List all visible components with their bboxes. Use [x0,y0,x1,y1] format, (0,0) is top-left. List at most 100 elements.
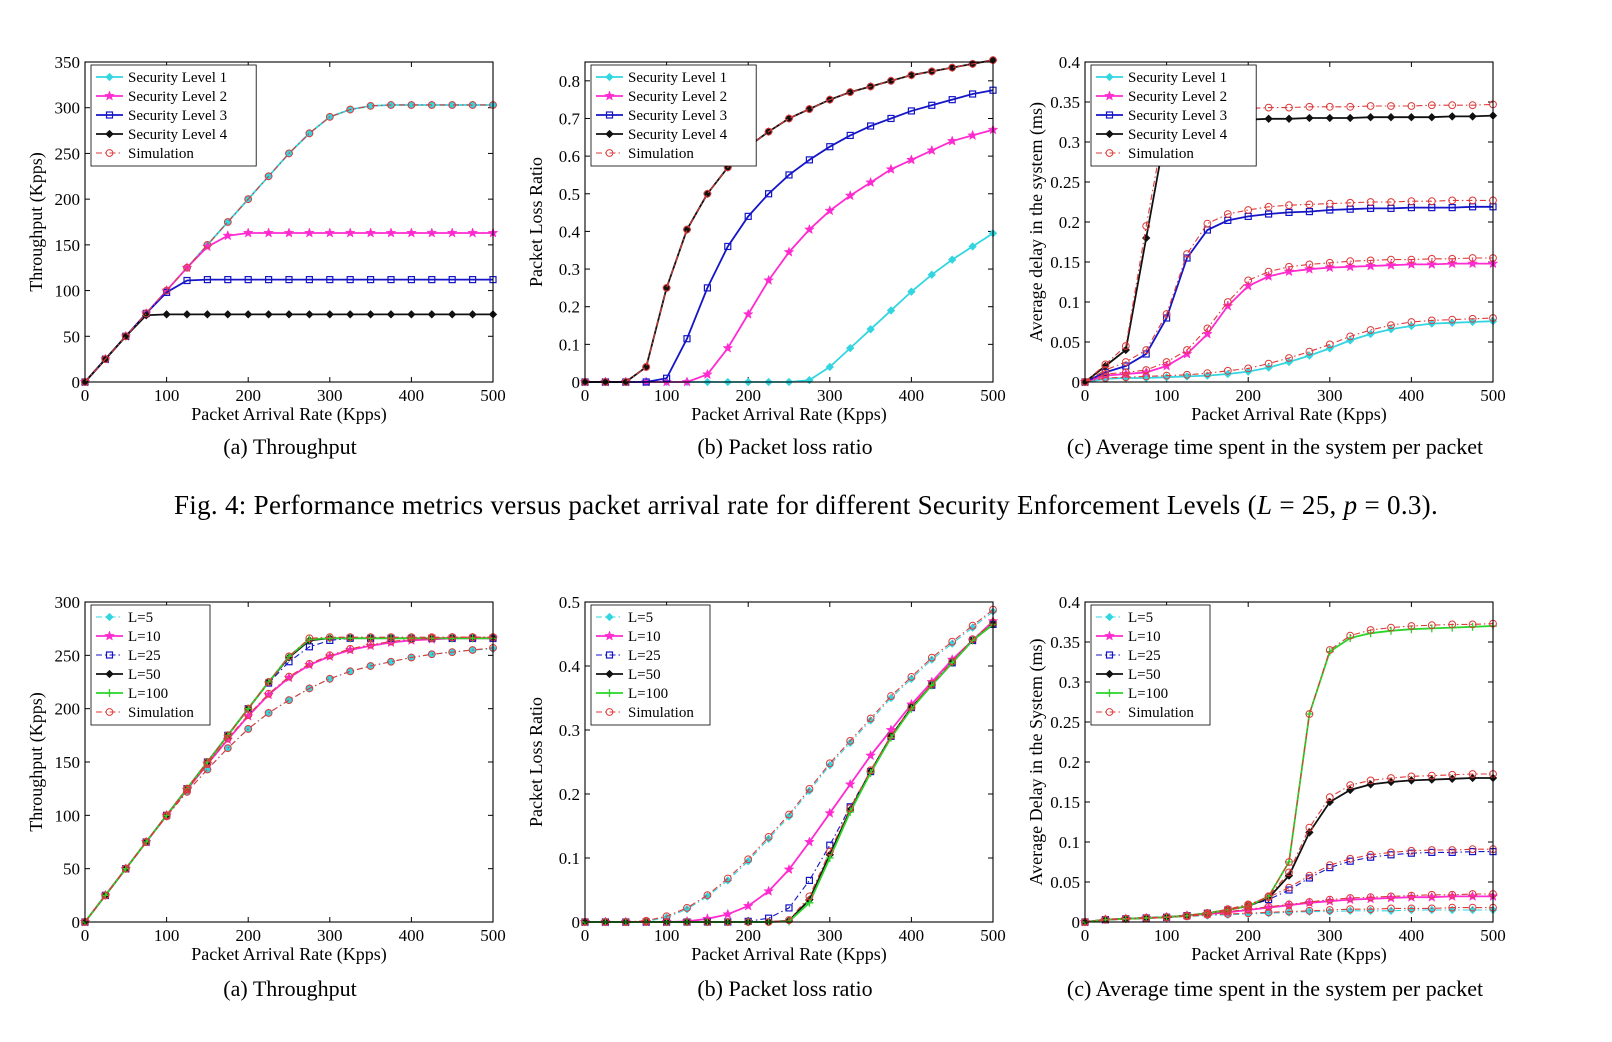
x-tick-label: 400 [1399,926,1425,945]
data-point-security-level-3 [785,171,793,179]
y-tick-label: 0.7 [559,109,581,128]
data-point-simulation [203,760,212,769]
data-point-l-100 [101,891,110,900]
data-point-simulation [1448,770,1457,779]
legend-label-simulation: Simulation [628,705,694,721]
data-point-simulation [948,63,957,72]
data-point-simulation [366,101,375,110]
data-point-security-level-2 [1324,261,1336,273]
data-point-security-level-4 [448,310,457,319]
y-tick-label: 0.05 [1050,873,1080,892]
data-point-simulation [366,640,375,649]
data-point-simulation [662,912,671,921]
y-tick-label: 100 [55,282,81,301]
data-point-simulation [948,657,957,666]
data-point-simulation [387,101,395,109]
legend-marker-l-10 [104,630,115,641]
x-tick-label: 500 [1480,386,1506,405]
data-point-security-level-2 [365,227,377,238]
data-point-simulation [968,59,977,68]
legend-label-l-50: L=50 [628,667,661,683]
x-tick-label: 300 [317,386,343,405]
chart-fig4c-average-delay: 0 100 200 300 400 500 0 0.05 0.1 0.15 0.2 0.25 0.3 0.… [1026,53,1506,425]
chart-fig5c-average-delay: 0 100 200 300 400 500 0 0.05 0.1 0.15 0.2 0.25 0.3 0.… [1026,593,1506,965]
y-tick-label: 250 [55,144,81,163]
data-point-security-level-1 [948,255,957,264]
data-point-security-level-2 [1201,328,1213,339]
data-point-simulation [223,734,232,743]
data-point-simulation [887,692,895,700]
data-point-security-level-4 [407,310,416,319]
data-point-simulation [1468,314,1477,323]
data-point-simulation [1407,197,1416,206]
data-point-simulation [1427,621,1436,630]
x-axis-label: Packet Arrival Rate (Kpps) [1191,404,1386,425]
data-point-simulation [1407,846,1416,855]
x-axis-label: Packet Arrival Rate (Kpps) [691,404,886,425]
chart-fig4a-throughput: 0 100 200 300 400 500 0 50 100 150 200 250 300 350 Pac… [26,53,506,425]
data-point-simulation [1387,892,1395,901]
legend-label-l-100: L=100 [128,686,168,702]
legend-label-security-level-3: Security Level 3 [628,108,727,124]
legend-marker-security-level-2 [104,90,115,101]
legend-marker-l-10 [1104,630,1115,641]
legend-label-security-level-4: Security Level 4 [628,127,728,143]
y-axis-label: Average Delay in the System (ms) [1026,638,1047,885]
data-point-simulation [162,286,171,295]
data-point-simulation [162,811,171,820]
data-point-simulation [203,758,212,766]
data-point-simulation [1244,276,1253,285]
data-point-security-level-4 [1448,112,1457,121]
x-tick-label: 0 [1081,386,1090,405]
data-point-security-level-3 [1265,210,1273,218]
x-tick-label: 100 [1154,926,1180,945]
data-point-simulation [1346,894,1355,902]
legend-label-l-50: L=50 [128,667,161,683]
data-point-security-level-2 [783,246,795,257]
legend-label-security-level-1: Security Level 1 [1128,70,1227,86]
data-point-simulation [1121,358,1130,366]
data-point-security-level-2 [1446,257,1458,269]
data-point-simulation [1366,626,1375,634]
data-point-simulation [866,714,875,723]
legend-label-simulation: Simulation [128,705,194,721]
data-point-simulation [1427,771,1436,780]
data-point-simulation [764,127,773,136]
data-point-simulation [1285,858,1293,866]
data-point-security-level-2 [1263,270,1275,282]
legend-label-l-25: L=25 [128,648,161,664]
data-point-l-10 [803,836,815,847]
data-point-security-level-1 [1203,371,1212,380]
y-tick-label: 0.2 [1059,213,1080,232]
legend: Security Level 1 Security Level 2 Security… [90,64,257,167]
data-point-l-5 [784,812,794,821]
legend-label-l-25: L=25 [628,648,661,664]
data-point-simulation [1407,622,1416,630]
data-point-security-level-2 [1467,257,1479,269]
data-point-security-level-4 [427,310,436,319]
data-point-simulation [1325,906,1334,914]
data-point-simulation [1101,915,1110,924]
data-point-simulation [1448,101,1457,110]
data-point-security-level-3 [683,335,691,343]
legend-label-l-5: L=5 [128,610,153,626]
data-point-security-level-2 [722,342,734,353]
data-point-simulation [1387,198,1395,206]
x-tick-label: 300 [1317,926,1343,945]
data-point-simulation [203,765,212,774]
data-point-simulation [1203,324,1212,333]
data-point-simulation [468,646,477,654]
y-tick-label: 200 [55,700,81,719]
data-point-simulation [927,67,936,76]
x-tick-label: 500 [1480,926,1506,945]
x-tick-label: 400 [899,926,925,945]
data-point-simulation [1325,102,1334,111]
data-point-l-10 [865,749,877,761]
data-point-simulation [1366,326,1375,334]
data-point-simulation [723,874,732,883]
x-tick-label: 100 [1154,386,1180,405]
data-point-security-level-2 [926,144,938,156]
legend-label-l-100: L=100 [628,686,668,702]
y-tick-label: 0.8 [559,72,580,91]
data-point-security-level-2 [1426,258,1438,270]
